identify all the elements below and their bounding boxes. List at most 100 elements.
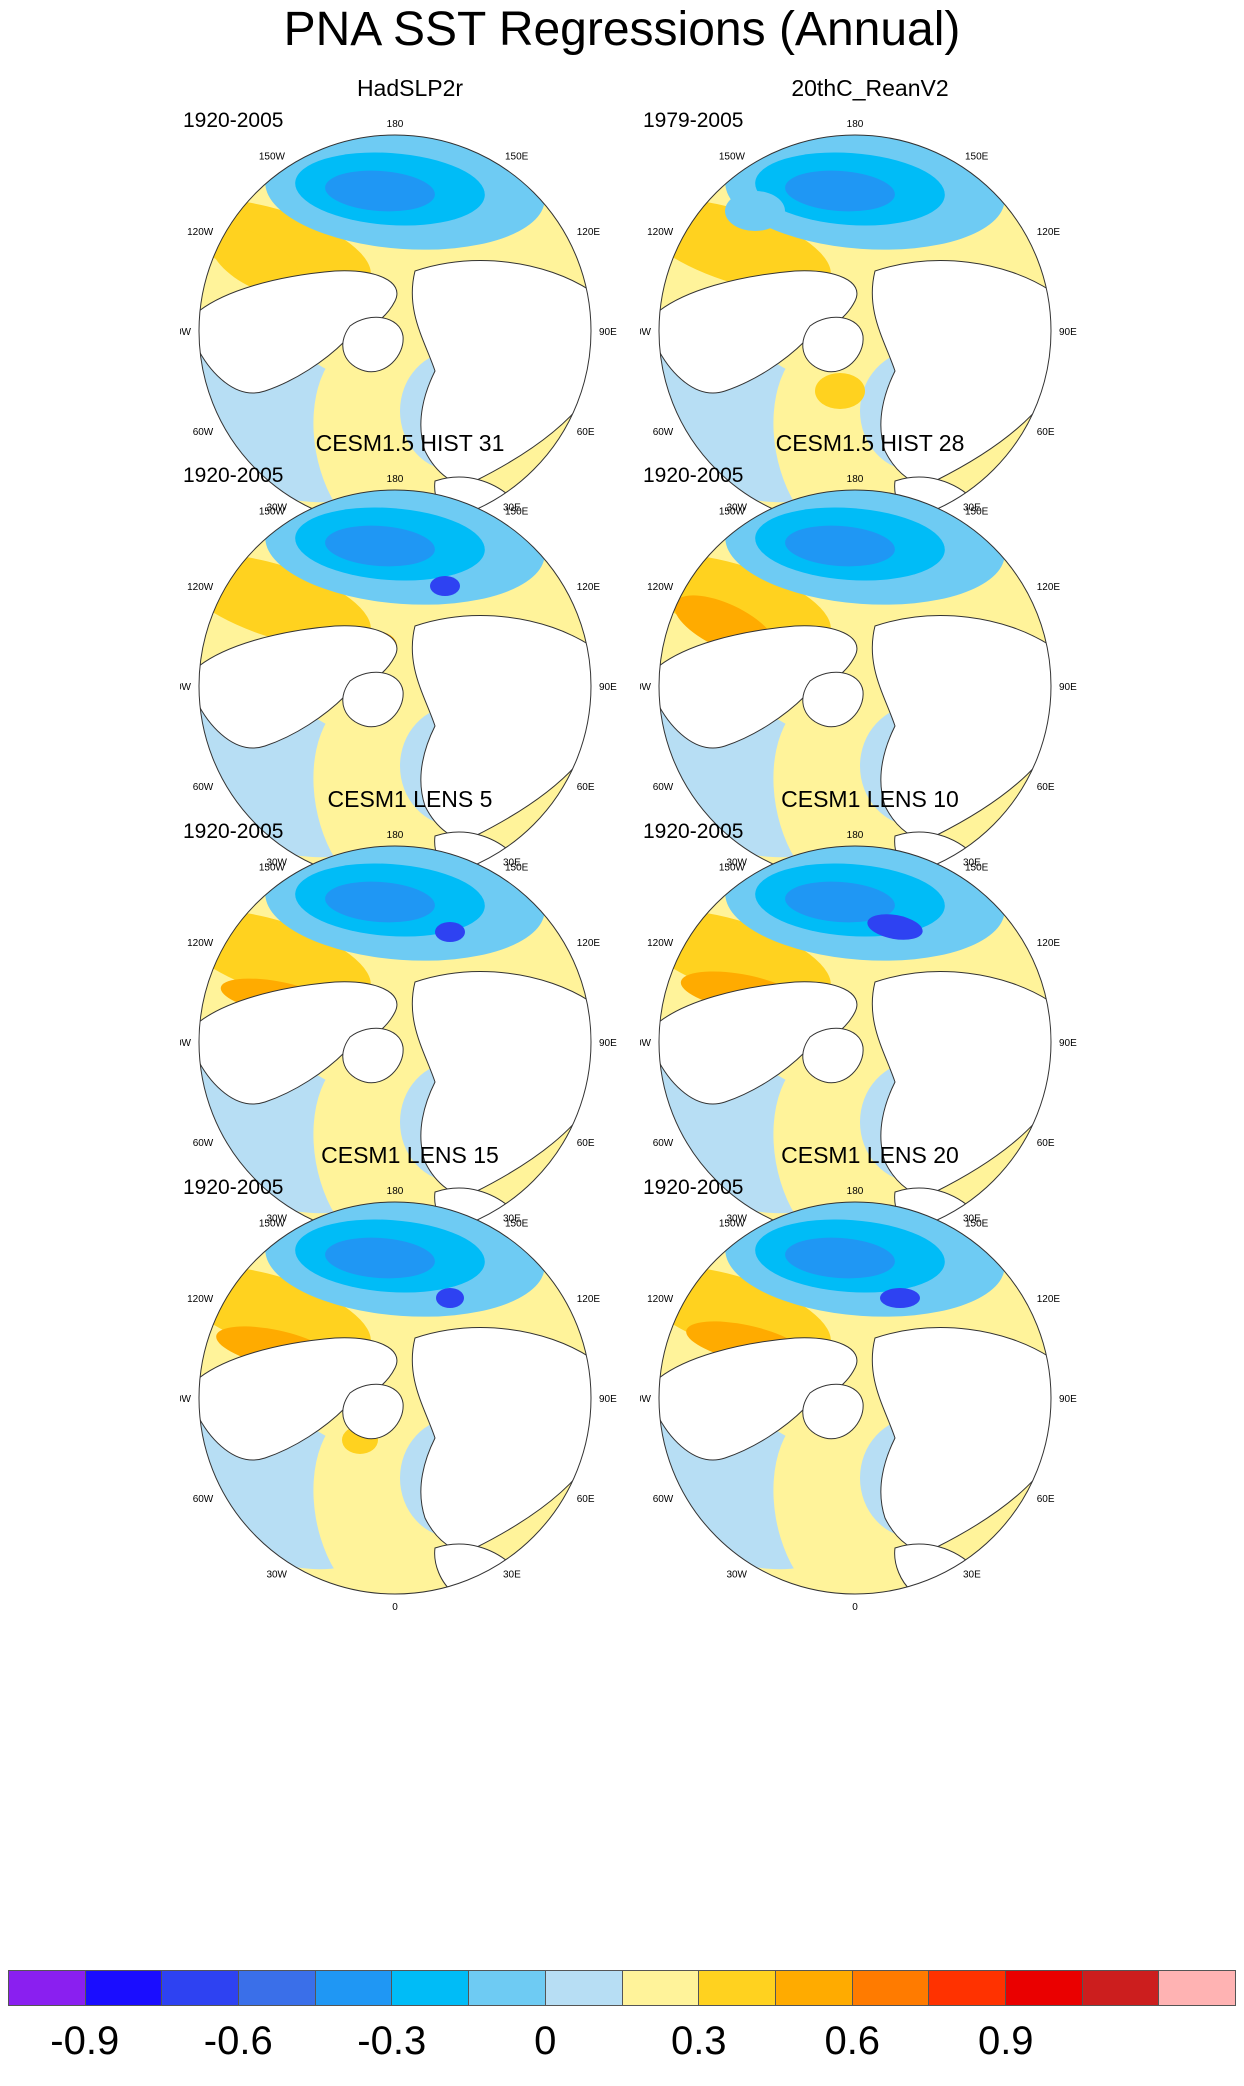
longitude-label: 90W [640,682,652,693]
longitude-label: 120W [647,938,674,949]
regression-contour [815,373,865,409]
land-mass [802,671,864,728]
longitude-label: 180 [387,474,404,485]
polar-map: 180150E120E90E60E30E030W60W90W120W150W [180,830,617,1256]
land-mass [802,316,864,373]
longitude-label: 120W [187,938,214,949]
longitude-label: 90W [180,1038,192,1049]
colorbar-swatch [315,1971,393,2005]
longitude-label: 30E [503,503,521,514]
longitude-label: 120E [1037,582,1061,593]
map-panel: CESM1 LENS 5180150E120E90E60E30E030W60W9… [180,786,640,1256]
colorbar-tick-label: -0.9 [50,2019,120,2063]
longitude-label: 60W [653,782,674,793]
colorbar-swatch [852,1971,930,2005]
longitude-label: 90E [1059,327,1077,338]
colorbar-swatch [1005,1971,1083,2005]
colorbar-tick-label: -0.6 [203,2019,273,2063]
longitude-label: 150W [719,506,746,517]
colorbar-swatch [469,1971,546,2005]
regression-contour [209,227,301,295]
longitude-label: 120W [647,227,674,238]
longitude-label: 60W [653,427,674,438]
longitude-label: 180 [847,119,864,130]
map-panel: CESM1 LENS 20 180 150E 120E 90E 60E 30E 0 30W 60W… [640,1142,1100,1612]
panel-period: 1920-2005 [183,820,284,843]
panel-title: 20thC_ReanV2 [791,75,949,101]
longitude-label: 150W [259,1218,286,1229]
longitude-label: 30E [963,858,981,869]
colorbar-swatch [9,1971,86,2005]
longitude-label: 120W [187,227,214,238]
longitude-label: 60W [193,782,214,793]
colorbar-swatch [929,1971,1006,2005]
map-panel: CESM1 LENS 15 180 150E 120E 90E 60E 30E 0 30W 60W… [180,1142,640,1612]
regression-contour [325,170,435,212]
longitude-label: 60E [577,1494,595,1505]
land-mass [342,1027,404,1084]
map-panel: HadSLP2r180150E120E90E60E30E030W60W90W12… [180,75,640,545]
colorbar-tick-label: 0 [534,2019,557,2063]
regression-contour [430,576,460,596]
colorbar-swatch [699,1971,776,2005]
colorbar-swatch [775,1971,853,2005]
longitude-label: 90W [640,327,652,338]
colorbar-swatch [622,1971,700,2005]
longitude-label: 180 [847,474,864,485]
longitude-label: 150E [965,1218,989,1229]
longitude-label: 60E [1037,1138,1055,1149]
land-mass [411,1327,591,1552]
longitude-label: 150E [505,1218,529,1229]
colorbar-swatch [239,1971,316,2005]
polar-map: 180150E120E90E60E30E030W60W90W120W150W [640,474,1077,900]
longitude-label: 120E [1037,1294,1061,1305]
longitude-label: 120E [577,227,601,238]
longitude-label: 60W [653,1494,674,1505]
longitude-label: 120W [187,582,214,593]
longitude-label: 180 [847,830,864,841]
longitude-label: 30E [503,1214,521,1225]
map-border [198,1201,592,1595]
longitude-label: 60W [193,427,214,438]
longitude-label: 30E [503,1570,521,1581]
colorbar-swatch [162,1971,240,2005]
regression-contour [436,1288,464,1308]
panel-period: 1920-2005 [643,1176,744,1199]
longitude-label: 150E [965,506,989,517]
longitude-label: 150E [965,151,989,162]
land-mass [802,1027,864,1084]
longitude-label: 60W [193,1138,214,1149]
longitude-label: 120E [577,582,601,593]
longitude-label: 150W [719,151,746,162]
longitude-label: 120E [577,1294,601,1305]
polar-map: 180150E120E90E60E30E030W60W90W120W150W [640,830,1077,1256]
longitude-label: 30W [266,503,287,514]
colorbar-tick-label: -0.3 [357,2019,427,2063]
longitude-label: 90E [599,682,617,693]
longitude-label: 60E [577,1138,595,1149]
longitude-label: 150W [259,151,286,162]
longitude-label: 60W [193,1494,214,1505]
longitude-label: 90E [1059,1038,1077,1049]
map-panel: CESM1.5 HIST 31180150E120E90E60E30E030W6… [180,430,640,900]
longitude-label: 30E [963,1214,981,1225]
longitude-label: 30W [726,858,747,869]
longitude-label: 150W [259,506,286,517]
longitude-label: 60E [1037,1494,1055,1505]
longitude-label: 30W [266,858,287,869]
longitude-label: 30W [726,1570,747,1581]
map-border [658,1201,1052,1595]
longitude-label: 120E [1037,938,1061,949]
regression-contour [325,881,435,923]
regression-contour [325,525,435,567]
colorbar-swatch [85,1971,163,2005]
longitude-label: 150E [505,151,529,162]
longitude-label: 60E [577,427,595,438]
longitude-label: 0 [852,1602,858,1612]
longitude-label: 60E [577,782,595,793]
longitude-label: 90W [180,327,192,338]
figure-title: PNA SST Regressions (Annual) [283,3,961,56]
longitude-label: 90W [640,1038,652,1049]
longitude-label: 90E [599,327,617,338]
longitude-label: 90E [1059,682,1077,693]
